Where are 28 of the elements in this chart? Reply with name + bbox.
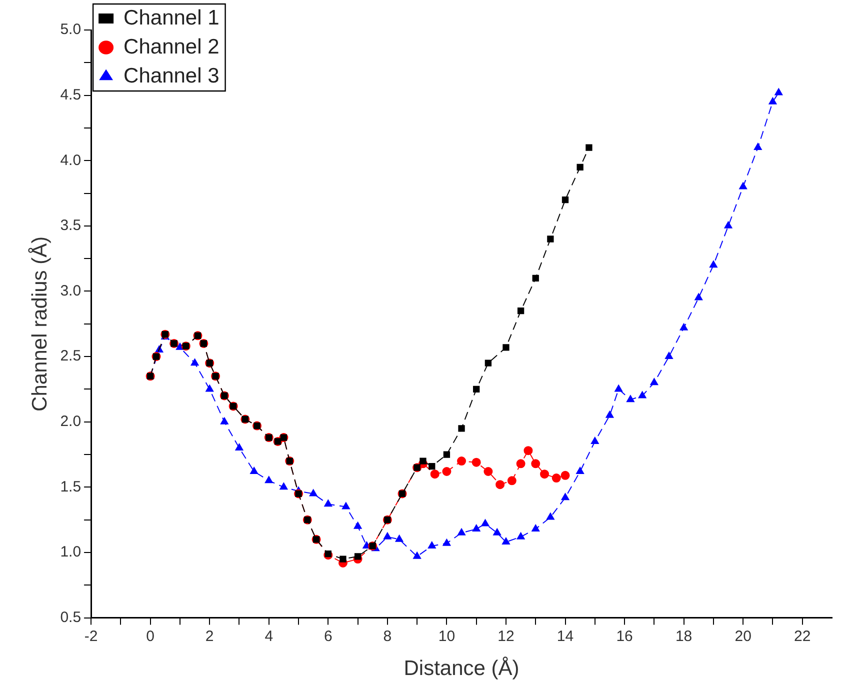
x-tick-label: 6 — [324, 628, 332, 645]
x-tick-label: 18 — [675, 628, 692, 645]
y-tick-label: 3.0 — [60, 282, 82, 300]
y-tick-label: 0.5 — [60, 608, 82, 626]
x-tick-label: 4 — [264, 628, 274, 645]
x-tick-label: 22 — [794, 628, 811, 645]
y-tick-label: 1.5 — [60, 478, 82, 496]
y-tick-label: 2.0 — [60, 413, 82, 430]
x-tick-label: -2 — [84, 628, 98, 645]
x-tick-label: 8 — [383, 628, 392, 645]
legend-label: Channel 3 — [124, 64, 220, 88]
legend-label: Channel 1 — [124, 6, 220, 30]
y-tick-label: 5.0 — [60, 21, 82, 38]
legend-label: Channel 2 — [124, 35, 220, 58]
x-tick-label: 14 — [556, 628, 574, 645]
x-tick-label: 10 — [438, 628, 456, 645]
y-tick-label: 4.0 — [60, 152, 82, 169]
y-tick-label: 4.5 — [60, 86, 82, 104]
x-axis-title: Distance (Å) — [404, 656, 520, 680]
x-tick-label: 2 — [205, 628, 214, 645]
y-tick-label: 1.0 — [60, 544, 82, 561]
y-tick-label: 2.5 — [60, 348, 82, 365]
x-tick-label: 12 — [498, 628, 514, 645]
x-tick-label: 16 — [616, 628, 633, 645]
x-tick-label: 20 — [734, 628, 752, 645]
y-axis-title: Channel radius (Å) — [27, 236, 52, 412]
y-tick-label: 3.5 — [60, 217, 82, 234]
x-tick-label: 0 — [146, 628, 154, 645]
